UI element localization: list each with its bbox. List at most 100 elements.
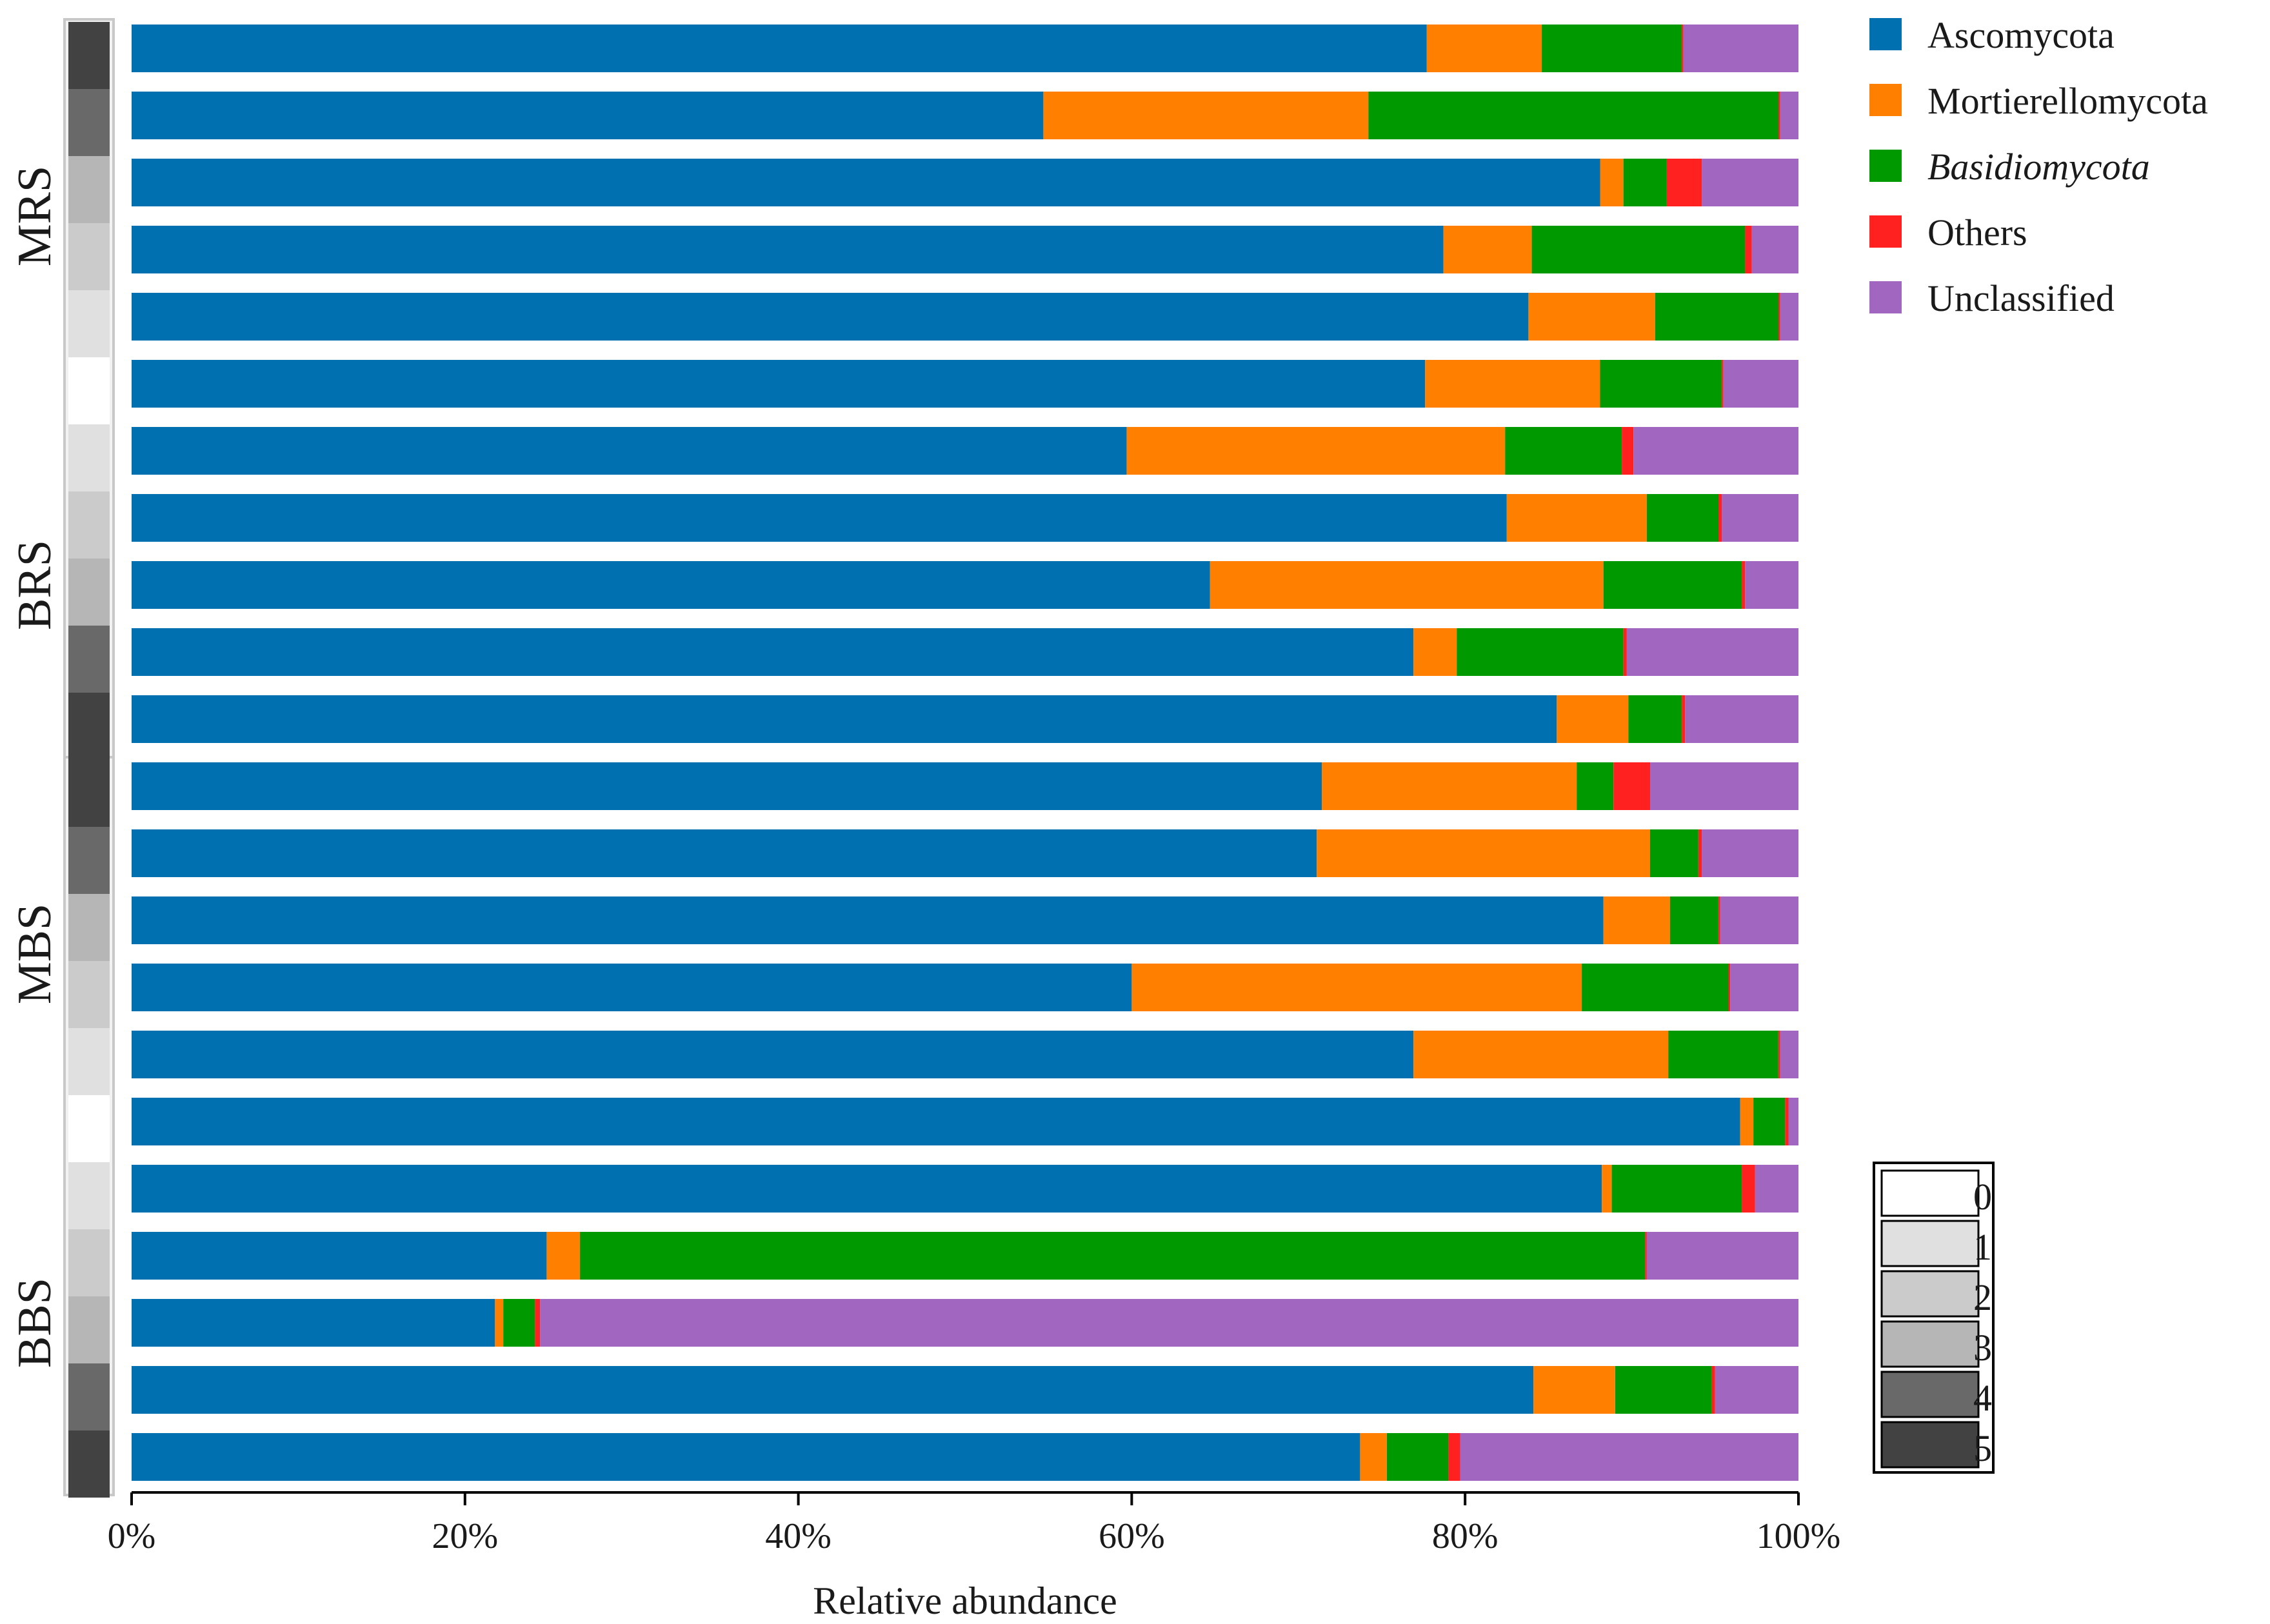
- bar-segment-mortierellomycota-11: [1557, 695, 1629, 743]
- bar-segment-mortierellomycota-6: [1425, 360, 1600, 408]
- bar-segment-others-4: [1745, 226, 1752, 273]
- sample-level-cell-18: [68, 1162, 110, 1229]
- legend-swatch-ascomycota: [1869, 18, 1902, 50]
- sample-level-cell-10: [68, 626, 110, 693]
- sample-level-cell-16: [68, 1028, 110, 1095]
- bar-segment-ascomycota-11: [132, 695, 1557, 743]
- bar-segment-unclassified-5: [1780, 293, 1798, 341]
- bar-segment-unclassified-14: [1720, 896, 1798, 944]
- level-scale-legend: 0 1 2 3 4 5: [1873, 1162, 1995, 1474]
- bar-segment-unclassified-1: [1683, 25, 1798, 72]
- x-tick-label-2: 40%: [765, 1516, 831, 1556]
- bar-segment-mortierellomycota-3: [1600, 159, 1624, 206]
- bar-segment-mortierellomycota-8: [1506, 494, 1647, 542]
- level-scale-label-4: 4: [1973, 1377, 1992, 1419]
- bar-segment-basidiomycota-16: [1668, 1031, 1778, 1078]
- sample-level-cell-3: [68, 156, 110, 223]
- bar-segment-others-6: [1722, 360, 1724, 408]
- bar-segment-unclassified-6: [1723, 360, 1798, 408]
- bar-segment-mortierellomycota-20: [495, 1299, 504, 1347]
- x-axis: 0% 20% 40% 60% 80% 100%: [108, 1491, 1841, 1556]
- bar-segment-ascomycota-22: [132, 1433, 1360, 1481]
- bar-segment-basidiomycota-10: [1457, 628, 1624, 676]
- bar-segment-mortierellomycota-9: [1210, 561, 1604, 609]
- sample-level-cell-15: [68, 961, 110, 1028]
- level-scale-label-0: 0: [1973, 1176, 1992, 1218]
- bar-segment-others-5: [1778, 293, 1780, 341]
- bar-segment-basidiomycota-14: [1670, 896, 1718, 944]
- bar-segment-ascomycota-21: [132, 1366, 1534, 1414]
- bar-segment-ascomycota-14: [132, 896, 1604, 944]
- level-scale-label-1: 1: [1973, 1226, 1992, 1268]
- bar-segment-others-21: [1711, 1366, 1715, 1414]
- bar-segment-others-15: [1728, 964, 1731, 1011]
- sample-level-cell-19: [68, 1229, 110, 1296]
- bar-segment-others-3: [1666, 159, 1702, 206]
- bar-segment-mortierellomycota-16: [1413, 1031, 1669, 1078]
- bar-segment-ascomycota-17: [132, 1098, 1740, 1145]
- bar-segment-basidiomycota-18: [1611, 1165, 1742, 1213]
- bar-segment-ascomycota-12: [132, 762, 1322, 810]
- bar-segment-others-13: [1698, 829, 1702, 877]
- legend-swatch-basidiomycota: [1869, 150, 1902, 182]
- sample-level-cell-1: [68, 22, 110, 89]
- bar-segment-ascomycota-18: [132, 1165, 1602, 1213]
- sample-level-cell-20: [68, 1296, 110, 1363]
- bar-segment-others-19: [1645, 1232, 1647, 1280]
- level-scale-swatch-4: [1880, 1371, 1980, 1418]
- x-axis-title: Relative abundance: [813, 1579, 1117, 1622]
- level-scale-swatch-5: [1880, 1421, 1980, 1469]
- bar-segment-others-17: [1785, 1098, 1789, 1145]
- bar-segment-others-9: [1742, 561, 1746, 609]
- level-scale-label-3: 3: [1973, 1327, 1992, 1369]
- sample-level-strips: [63, 18, 115, 1498]
- bar-segment-mortierellomycota-13: [1317, 829, 1650, 877]
- bar-segment-ascomycota-9: [132, 561, 1210, 609]
- bar-segment-ascomycota-6: [132, 360, 1426, 408]
- bar-segment-basidiomycota-17: [1753, 1098, 1786, 1145]
- bar-segment-mortierellomycota-21: [1533, 1366, 1615, 1414]
- bar-segment-mortierellomycota-17: [1740, 1098, 1754, 1145]
- bar-segment-unclassified-8: [1722, 494, 1798, 542]
- bar-segment-mortierellomycota-14: [1603, 896, 1671, 944]
- bar-segment-basidiomycota-2: [1368, 92, 1778, 139]
- bar-segment-basidiomycota-9: [1603, 561, 1742, 609]
- bar-segment-others-11: [1682, 695, 1686, 743]
- x-tick-label-5: 100%: [1757, 1516, 1841, 1556]
- bar-segment-unclassified-4: [1751, 226, 1798, 273]
- bar-segment-others-12: [1613, 762, 1650, 810]
- bar-segment-ascomycota-10: [132, 628, 1414, 676]
- bar-segment-unclassified-15: [1730, 964, 1798, 1011]
- bar-segment-others-10: [1623, 628, 1627, 676]
- bar-segment-basidiomycota-21: [1615, 1366, 1712, 1414]
- bar-segment-others-7: [1622, 427, 1634, 475]
- bar-segment-unclassified-13: [1702, 829, 1798, 877]
- bar-segment-basidiomycota-20: [503, 1299, 535, 1347]
- bar-segment-ascomycota-20: [132, 1299, 495, 1347]
- legend-swatch-others: [1869, 215, 1902, 248]
- bar-segment-basidiomycota-5: [1655, 293, 1778, 341]
- bar-segment-basidiomycota-7: [1505, 427, 1622, 475]
- bar-segment-mortierellomycota-1: [1426, 25, 1542, 72]
- group-label-brs: BRS: [8, 540, 61, 630]
- bar-segment-others-22: [1448, 1433, 1460, 1481]
- bar-segment-ascomycota-4: [132, 226, 1444, 273]
- x-tick-label-3: 60%: [1099, 1516, 1165, 1556]
- bar-segment-basidiomycota-13: [1650, 829, 1698, 877]
- bar-segment-unclassified-7: [1633, 427, 1798, 475]
- bar-segment-unclassified-22: [1460, 1433, 1798, 1481]
- bar-segment-unclassified-3: [1702, 159, 1798, 206]
- bar-segment-unclassified-18: [1755, 1165, 1798, 1213]
- bar-segment-mortierellomycota-19: [546, 1232, 581, 1280]
- sample-level-cell-22: [68, 1431, 110, 1498]
- bar-segment-basidiomycota-6: [1600, 360, 1722, 408]
- bar-segment-mortierellomycota-22: [1360, 1433, 1387, 1481]
- bar-segment-ascomycota-13: [132, 829, 1317, 877]
- bar-segment-mortierellomycota-4: [1443, 226, 1532, 273]
- level-scale-swatch-3: [1880, 1320, 1980, 1368]
- bar-segment-basidiomycota-19: [580, 1232, 1646, 1280]
- bar-segment-basidiomycota-4: [1531, 226, 1746, 273]
- bar-segment-others-1: [1682, 25, 1684, 72]
- bar-segment-ascomycota-19: [132, 1232, 547, 1280]
- sample-level-cell-11: [68, 693, 110, 760]
